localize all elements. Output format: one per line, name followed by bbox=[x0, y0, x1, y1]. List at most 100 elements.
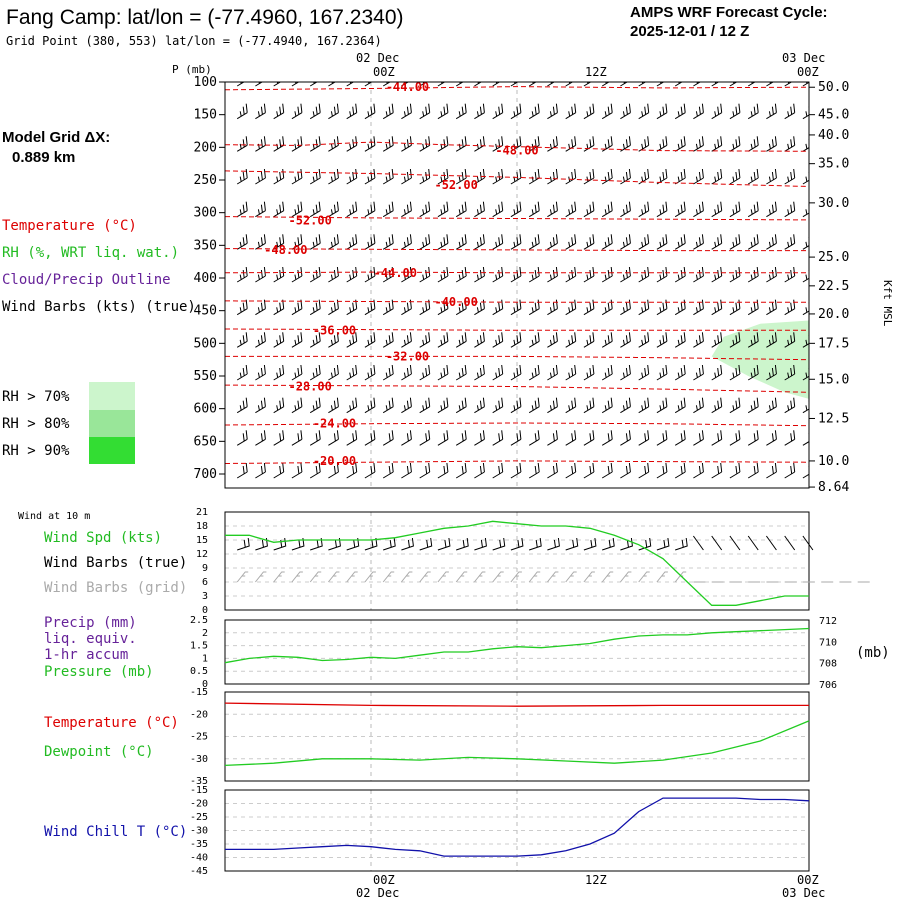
wind-barb bbox=[382, 234, 394, 250]
wind-barb bbox=[565, 397, 577, 414]
wind-barb bbox=[674, 266, 686, 283]
height-tick-label: 17.5 bbox=[818, 336, 849, 351]
wind-barb bbox=[474, 168, 485, 185]
wind-barb bbox=[492, 103, 504, 120]
wind-barb bbox=[455, 397, 467, 414]
label-wind-barbs-grid: Wind Barbs (grid) bbox=[44, 580, 187, 596]
wind-barb bbox=[401, 234, 412, 250]
isotherm-line bbox=[225, 460, 809, 464]
wind-barb-true bbox=[583, 537, 597, 551]
wind-barb-true bbox=[492, 537, 506, 551]
wind-barb bbox=[693, 462, 704, 479]
wind-barb bbox=[711, 462, 723, 479]
wind-barb bbox=[382, 397, 394, 414]
wind-barb bbox=[784, 103, 796, 120]
wind-barb bbox=[766, 266, 777, 283]
wind-barb bbox=[802, 433, 809, 446]
temp-frame bbox=[224, 691, 810, 782]
station-title: Fang Camp: lat/lon = (-77.4960, 167.2340… bbox=[6, 6, 404, 29]
wind-barb-grid bbox=[419, 571, 431, 583]
wind-barb bbox=[455, 462, 467, 479]
wind-barb bbox=[528, 136, 540, 152]
wind-barb bbox=[364, 103, 376, 120]
wind-barb bbox=[273, 397, 285, 414]
pressure-right-tick-label: 712 bbox=[819, 616, 837, 627]
wind-barb bbox=[328, 103, 339, 120]
wind10m-ytick-label: 6 bbox=[202, 577, 208, 588]
label-wind-spd: Wind Spd (kts) bbox=[44, 530, 162, 546]
wind-barb bbox=[492, 462, 504, 479]
wind-barb bbox=[693, 332, 704, 348]
wind-barb bbox=[291, 168, 303, 185]
wind-barb bbox=[401, 430, 412, 446]
wind-barb bbox=[674, 397, 686, 414]
wind-barb bbox=[309, 82, 318, 87]
wind-barb-true bbox=[346, 537, 360, 551]
pressure-tick-label: 450 bbox=[194, 304, 217, 319]
wind-barb-true bbox=[310, 537, 323, 551]
wind-barb bbox=[273, 299, 285, 316]
wind-barb bbox=[364, 332, 376, 348]
wind-barb bbox=[474, 364, 485, 381]
wind-barb bbox=[674, 168, 686, 185]
wind-barb bbox=[236, 332, 248, 348]
wind-barb bbox=[565, 168, 577, 185]
height-tick-label: 45.0 bbox=[818, 108, 849, 123]
pressure-tick-label: 700 bbox=[194, 467, 217, 482]
wind-barb bbox=[656, 266, 668, 283]
wind-barb bbox=[656, 136, 668, 152]
wind-barb bbox=[401, 103, 412, 120]
label-dewpoint: Dewpoint (°C) bbox=[44, 744, 154, 760]
wind-barb bbox=[802, 335, 809, 348]
wind-barb bbox=[273, 201, 285, 218]
wind10m-frame bbox=[224, 511, 810, 611]
wind-barb bbox=[328, 397, 339, 414]
wind-barb bbox=[766, 430, 777, 446]
wind-barb bbox=[236, 299, 248, 316]
wind-barb bbox=[291, 462, 303, 479]
height-tick-label: 25.0 bbox=[818, 250, 849, 265]
wind-barb bbox=[620, 136, 631, 152]
wind-barb-true bbox=[510, 537, 524, 551]
wind-barb bbox=[601, 103, 613, 120]
grid-point-label: Grid Point (380, 553) lat/lon = (-77.494… bbox=[6, 34, 382, 48]
wind-barb bbox=[291, 299, 303, 316]
wind-barb bbox=[601, 430, 613, 446]
wind-barb bbox=[638, 234, 650, 250]
wind-barb bbox=[547, 332, 558, 348]
wind-barb bbox=[309, 201, 321, 218]
wind-barb-grid bbox=[437, 571, 449, 583]
wind-barb bbox=[693, 136, 704, 152]
wind-barb bbox=[437, 234, 449, 250]
legend-cloud: Cloud/Precip Outline bbox=[2, 272, 171, 288]
wind-barb bbox=[255, 201, 266, 218]
pressure-tick-label: 500 bbox=[194, 336, 217, 351]
wind-barb bbox=[711, 168, 723, 185]
wind-barb-true bbox=[437, 537, 451, 551]
wind-barb bbox=[346, 103, 358, 120]
wind-barb bbox=[784, 430, 796, 446]
wind-barb bbox=[510, 82, 519, 87]
wind-barb bbox=[364, 397, 376, 414]
wind-barb bbox=[236, 234, 248, 250]
wind-barb bbox=[711, 82, 720, 87]
label-temperature: Temperature (°C) bbox=[44, 715, 179, 731]
wind-barb bbox=[492, 332, 504, 348]
wind-barb-true bbox=[602, 537, 615, 551]
wind10m-ytick-label: 0 bbox=[202, 605, 208, 616]
wind-barb bbox=[255, 430, 266, 446]
wind-barb bbox=[711, 299, 723, 316]
wind-barb bbox=[674, 332, 686, 348]
wind-barb bbox=[601, 299, 613, 316]
wind-barb bbox=[328, 332, 339, 348]
isotherm-line bbox=[225, 355, 809, 361]
wind-barb bbox=[419, 82, 428, 87]
wind-barb bbox=[766, 82, 775, 87]
wind-barb bbox=[510, 299, 522, 316]
wind-barb bbox=[583, 168, 595, 185]
wind-barb bbox=[510, 364, 522, 381]
label-accum: 1-hr accum bbox=[44, 647, 128, 663]
wind-barb bbox=[437, 136, 449, 152]
wind-barb bbox=[437, 168, 449, 185]
wind-barb bbox=[419, 136, 431, 152]
